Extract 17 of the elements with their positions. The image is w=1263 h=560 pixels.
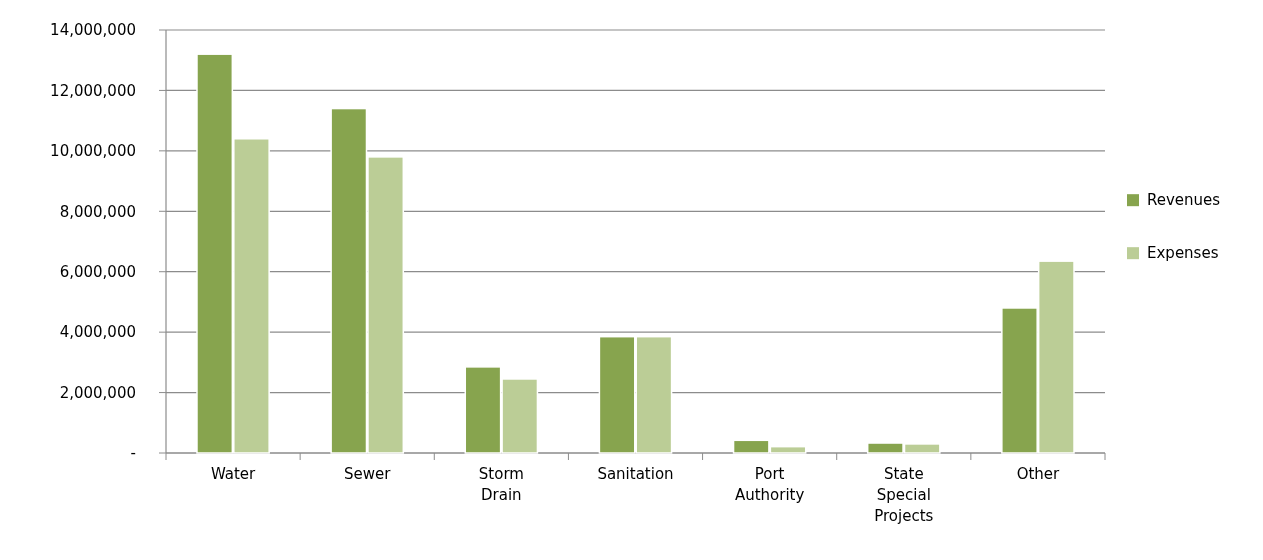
y-tick-label: 14,000,000 xyxy=(50,21,136,40)
y-tick-label: 4,000,000 xyxy=(59,323,136,342)
x-tick-label: Storm Drain xyxy=(478,465,524,504)
x-tick-label: Other xyxy=(1016,465,1061,483)
x-tick-label: Sewer xyxy=(344,465,392,483)
y-tick-label: 8,000,000 xyxy=(59,202,136,221)
y-tick-label: - xyxy=(130,444,136,463)
y-tick-label: 12,000,000 xyxy=(50,81,136,100)
y-tick-label: 10,000,000 xyxy=(50,142,136,161)
x-tick-label: Water xyxy=(210,465,257,483)
y-tick-label: 6,000,000 xyxy=(59,262,136,281)
x-tick-label: State Special Projects xyxy=(874,465,934,525)
x-tick-label: Port Authority xyxy=(734,465,805,504)
legend-label: Expenses xyxy=(1147,244,1219,263)
legend-label: Revenues xyxy=(1147,191,1221,210)
x-tick-label: Sanitation xyxy=(597,465,674,483)
y-tick-label: 2,000,000 xyxy=(59,383,136,402)
